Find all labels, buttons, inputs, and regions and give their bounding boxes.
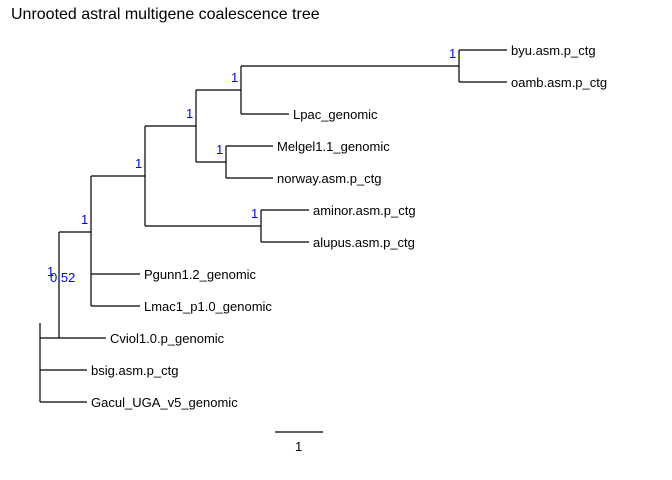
support-value: 1 (47, 264, 54, 279)
tree-branches (39, 49, 507, 403)
tip-label: Cviol1.0.p_genomic (110, 331, 225, 346)
tip-label: norway.asm.p_ctg (277, 171, 382, 186)
tip-label: alupus.asm.p_ctg (313, 235, 415, 250)
support-value: 1 (186, 106, 193, 121)
tip-label: Lmac1_p1.0_genomic (144, 299, 272, 314)
tip-label: Pgunn1.2_genomic (144, 267, 257, 282)
tip-label: aminor.asm.p_ctg (313, 203, 416, 218)
tip-label: oamb.asm.p_ctg (511, 75, 607, 90)
tree-title: Unrooted astral multigene coalescence tr… (11, 6, 320, 23)
tip-label: Gacul_UGA_v5_genomic (91, 395, 238, 410)
support-values: 1 1 1 1 1 1 1 1 0.52 (47, 46, 456, 285)
tip-label: Melgel1.1_genomic (277, 139, 390, 154)
scale-bar: 1 (275, 431, 323, 454)
support-value: 1 (449, 46, 456, 61)
tip-labels: byu.asm.p_ctg oamb.asm.p_ctg Lpac_genomi… (91, 43, 607, 410)
support-value: 1 (231, 70, 238, 85)
tip-label: bsig.asm.p_ctg (91, 363, 178, 378)
support-value: 1 (251, 206, 258, 221)
support-value: 1 (81, 212, 88, 227)
tip-label: byu.asm.p_ctg (511, 43, 596, 58)
tip-label: Lpac_genomic (293, 107, 378, 122)
support-value: 0.52 (50, 270, 75, 285)
support-value: 1 (135, 156, 142, 171)
scale-bar-label: 1 (295, 439, 302, 454)
support-value: 1 (216, 142, 223, 157)
